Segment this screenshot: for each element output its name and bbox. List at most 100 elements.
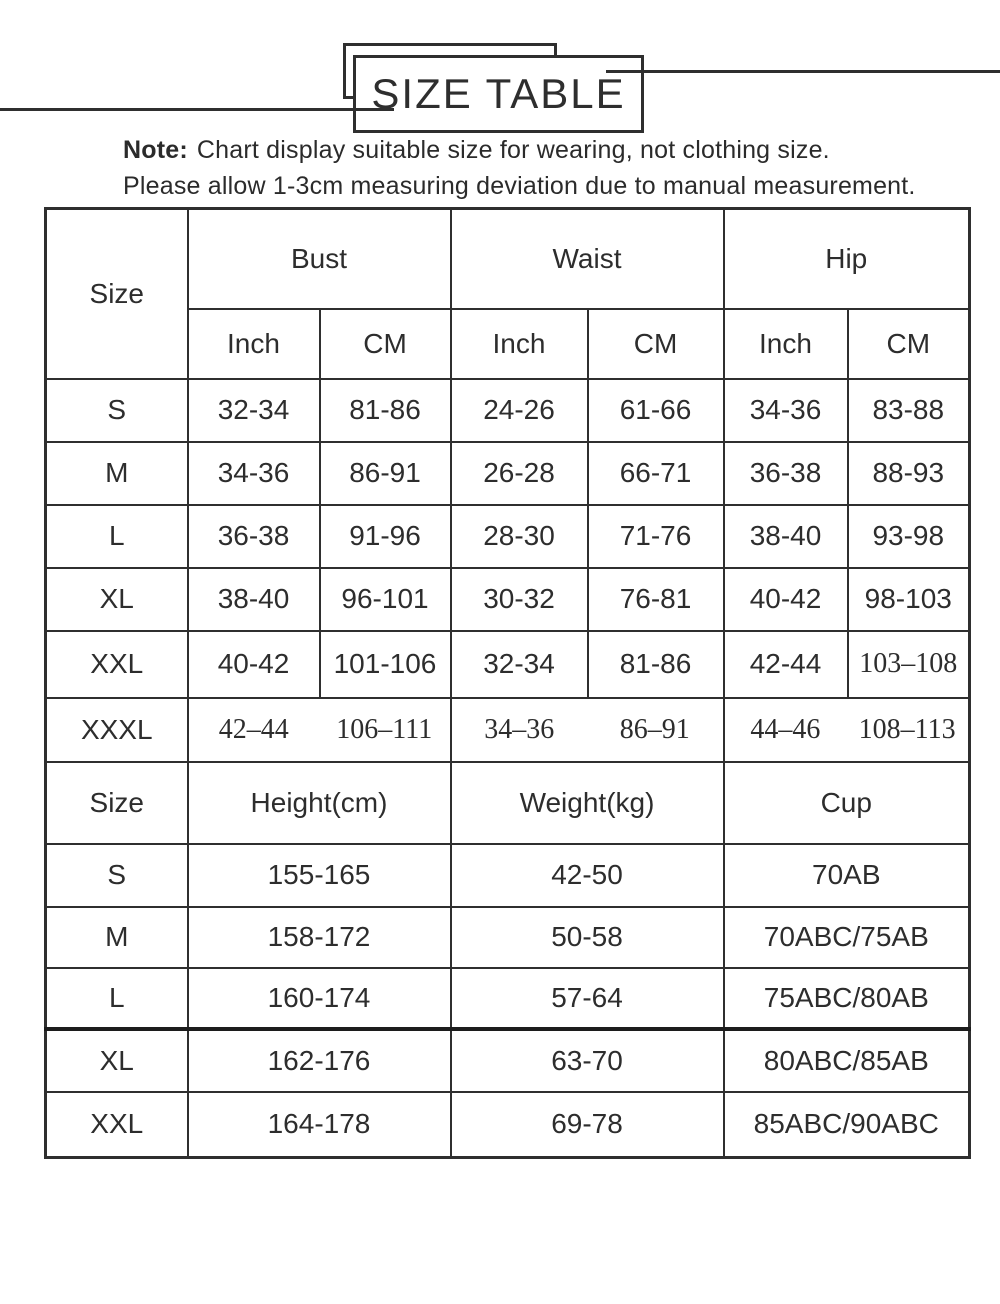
value-cell: 26-28: [449, 440, 589, 506]
group-header-hip: Hip: [722, 207, 971, 310]
value-cell: 80ABC/85AB: [722, 1027, 971, 1093]
unit-header-cell: Inch: [722, 307, 849, 380]
value-cell: 42-44: [722, 629, 849, 699]
value-cell: 30-32: [449, 566, 589, 632]
value-cell: 50-58: [449, 905, 725, 969]
value-cell: 88-93: [846, 440, 971, 506]
value-cell: 66-71: [586, 440, 725, 506]
value-cell: 24-26: [449, 377, 589, 443]
body-row-m: M 158-172 50-58 70ABC/75AB: [44, 905, 971, 969]
value-cell: 155-165: [186, 842, 452, 908]
body-row-xxl: XXL 164-178 69-78 85ABC/90ABC: [44, 1090, 971, 1159]
note-text-1: Chart display suitable size for wearing,…: [196, 136, 830, 164]
value-cell: 63-70: [449, 1027, 725, 1093]
measure-row-xl: XL 38-40 96-101 30-32 76-81 40-42 98-103: [44, 566, 971, 632]
size-cell: S: [44, 377, 189, 443]
value-cell: 162-176: [186, 1027, 452, 1093]
size-cell: M: [44, 440, 189, 506]
value-cell: 98-103: [846, 566, 971, 632]
note-label: Note:: [123, 136, 188, 164]
size-cell: S: [44, 842, 189, 908]
note-line-2: Please allow 1-3cm measuring deviation d…: [123, 172, 916, 201]
unit-header-cell: Inch: [186, 307, 321, 380]
value-cell: 32-34: [186, 377, 321, 443]
body-row-s: S 155-165 42-50 70AB: [44, 842, 971, 908]
value-cell: 108–113: [858, 713, 956, 745]
value-cell: 42–44: [218, 713, 289, 745]
unit-header-cell: Inch: [449, 307, 589, 380]
size-cell: M: [44, 905, 189, 969]
title-right-rule: [606, 70, 1000, 73]
note-line-1: Note: Chart display suitable size for wea…: [123, 136, 830, 165]
page-title: SIZE TABLE: [371, 70, 626, 117]
value-cell: 40-42: [186, 629, 321, 699]
value-cell: 38-40: [722, 503, 849, 569]
value-cell: 86-91: [318, 440, 452, 506]
value-cell: 91-96: [318, 503, 452, 569]
value-cell: 101-106: [318, 629, 452, 699]
value-cell: 32-34: [449, 629, 589, 699]
size-cell: XL: [44, 1027, 189, 1093]
size-cell: L: [44, 966, 189, 1031]
value-cell: 28-30: [449, 503, 589, 569]
value-cell: 42-50: [449, 842, 725, 908]
merged-value-cell: 44–46 108–113: [722, 696, 971, 763]
size-cell: L: [44, 503, 189, 569]
value-cell: 164-178: [186, 1090, 452, 1159]
value-cell: 57-64: [449, 966, 725, 1031]
body-row-l: L 160-174 57-64 75ABC/80AB: [44, 966, 971, 1031]
value-cell: 34-36: [186, 440, 321, 506]
value-cell: 160-174: [186, 966, 452, 1031]
merged-value-cell: 34–36 86–91: [449, 696, 725, 763]
unit-header-cell: CM: [586, 307, 725, 380]
value-cell: 83-88: [846, 377, 971, 443]
value-cell: 81-86: [586, 629, 725, 699]
title-front-box: SIZE TABLE: [353, 55, 644, 133]
value-cell: 86–91: [619, 713, 690, 745]
value-cell: 44–46: [750, 713, 821, 745]
value-cell: 70AB: [722, 842, 971, 908]
value-cell: 71-76: [586, 503, 725, 569]
value-cell: 81-86: [318, 377, 452, 443]
size-cell: XXXL: [44, 696, 189, 763]
value-cell: 93-98: [846, 503, 971, 569]
measure-row-m: M 34-36 86-91 26-28 66-71 36-38 88-93: [44, 440, 971, 506]
group-header-bust: Bust: [186, 207, 452, 310]
group-header-row: Size Bust Waist Hip: [44, 207, 971, 380]
value-cell: 96-101: [318, 566, 452, 632]
measure-row-xxl: XXL 40-42 101-106 32-34 81-86 42-44 103–…: [44, 629, 971, 699]
value-cell: 38-40: [186, 566, 321, 632]
value-cell: 34-36: [722, 377, 849, 443]
measure-row-l: L 36-38 91-96 28-30 71-76 38-40 93-98: [44, 503, 971, 569]
value-cell: 76-81: [586, 566, 725, 632]
value-cell: 61-66: [586, 377, 725, 443]
value-cell: 36-38: [722, 440, 849, 506]
value-cell: 36-38: [186, 503, 321, 569]
size-header-cell: Size: [44, 207, 189, 380]
value-cell: 70ABC/75AB: [722, 905, 971, 969]
value-cell: 106–111: [336, 713, 433, 745]
note-text-2: Please allow 1-3cm measuring deviation d…: [123, 172, 916, 200]
body-row-xl: XL 162-176 63-70 80ABC/85AB: [44, 1027, 971, 1093]
unit-header-cell: CM: [318, 307, 452, 380]
measure-row-xxxl: XXXL 42–44 106–111 34–36 86–91 44–46 108–11…: [44, 696, 971, 763]
size-table: Size Bust Waist Hip Inch CM Inch CM Inch…: [44, 207, 971, 1159]
value-cell: 40-42: [722, 566, 849, 632]
merged-value-cell: 42–44 106–111: [186, 696, 452, 763]
section-header-cup: Cup: [722, 760, 971, 845]
section-header-weight: Weight(kg): [449, 760, 725, 845]
size-cell: XXL: [44, 1090, 189, 1159]
measure-row-s: S 32-34 81-86 24-26 61-66 34-36 83-88: [44, 377, 971, 443]
section-header-row: Size Height(cm) Weight(kg) Cup: [44, 760, 971, 845]
value-cell: 158-172: [186, 905, 452, 969]
unit-header-cell: CM: [846, 307, 971, 380]
value-cell: 103–108: [846, 629, 971, 699]
unit-header-row: Inch CM Inch CM Inch CM: [46, 307, 971, 380]
value-cell: 75ABC/80AB: [722, 966, 971, 1031]
section-header-size: Size: [44, 760, 189, 845]
value-cell: 85ABC/90ABC: [722, 1090, 971, 1159]
size-cell: XL: [44, 566, 189, 632]
value-cell: 69-78: [449, 1090, 725, 1159]
size-cell: XXL: [44, 629, 189, 699]
